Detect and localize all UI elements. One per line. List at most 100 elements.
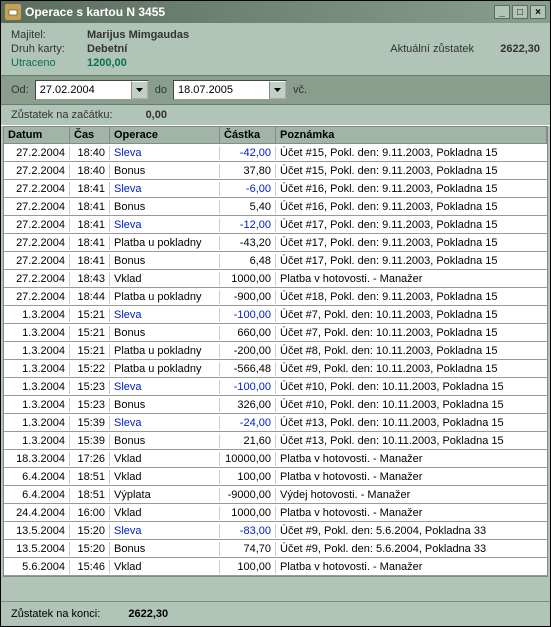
- to-label: do: [155, 84, 167, 96]
- cell-datum: 24.4.2004: [4, 506, 70, 520]
- cell-cas: 18:43: [70, 272, 110, 286]
- table-row[interactable]: 27.2.200418:41Bonus6,48Účet #17, Pokl. d…: [4, 252, 547, 270]
- cell-datum: 27.2.2004: [4, 254, 70, 268]
- start-balance-line: Zůstatek na začátku: 0,00: [1, 105, 550, 125]
- cell-poznamka: Účet #9, Pokl. den: 5.6.2004, Pokladna 3…: [276, 542, 547, 556]
- col-datum[interactable]: Datum: [4, 127, 70, 143]
- cell-datum: 5.6.2004: [4, 560, 70, 574]
- cell-poznamka: Účet #18, Pokl. den: 9.11.2003, Pokladna…: [276, 290, 547, 304]
- cell-poznamka: Účet #9, Pokl. den: 5.6.2004, Pokladna 3…: [276, 524, 547, 538]
- cell-poznamka: Účet #16, Pokl. den: 9.11.2003, Pokladna…: [276, 182, 547, 196]
- cell-operace: Platba u pokladny: [110, 362, 220, 376]
- table-row[interactable]: 27.2.200418:41Sleva-12,00Účet #17, Pokl.…: [4, 216, 547, 234]
- table-row[interactable]: 27.2.200418:40Bonus37,80Účet #15, Pokl. …: [4, 162, 547, 180]
- table-row[interactable]: 13.5.200415:20Bonus74,70Účet #9, Pokl. d…: [4, 540, 547, 558]
- owner-label: Majitel:: [11, 29, 87, 41]
- table-body[interactable]: 27.2.200418:40Sleva-42,00Účet #15, Pokl.…: [3, 143, 548, 577]
- spent-value: 1200,00: [87, 57, 127, 69]
- cell-datum: 27.2.2004: [4, 272, 70, 286]
- cell-datum: 27.2.2004: [4, 218, 70, 232]
- table-row[interactable]: 27.2.200418:40Sleva-42,00Účet #15, Pokl.…: [4, 144, 547, 162]
- cell-cas: 15:46: [70, 560, 110, 574]
- start-balance-value: 0,00: [146, 109, 167, 121]
- cell-castka: 6,48: [220, 254, 276, 268]
- titlebar[interactable]: Operace s kartou N 3455 _ □ ×: [1, 1, 550, 23]
- end-balance-line: Zůstatek na konci: 2622,30: [1, 601, 550, 626]
- cell-castka: 100,00: [220, 470, 276, 484]
- window-title: Operace s kartou N 3455: [25, 5, 494, 19]
- table-row[interactable]: 1.3.200415:23Sleva-100,00Účet #10, Pokl.…: [4, 378, 547, 396]
- cell-poznamka: Účet #15, Pokl. den: 9.11.2003, Pokladna…: [276, 146, 547, 160]
- maximize-button[interactable]: □: [512, 5, 528, 19]
- table-row[interactable]: 27.2.200418:44Platba u pokladny-900,00Úč…: [4, 288, 547, 306]
- col-poznamka[interactable]: Poznámka: [276, 127, 547, 143]
- cell-cas: 18:41: [70, 218, 110, 232]
- cell-operace: Sleva: [110, 416, 220, 430]
- table-row[interactable]: 6.4.200418:51Vklad100,00Platba v hotovos…: [4, 468, 547, 486]
- cell-poznamka: Účet #17, Pokl. den: 9.11.2003, Pokladna…: [276, 254, 547, 268]
- cell-operace: Bonus: [110, 326, 220, 340]
- cell-datum: 6.4.2004: [4, 488, 70, 502]
- table-row[interactable]: 18.3.200417:26Vklad10000,00Platba v hoto…: [4, 450, 547, 468]
- table-row[interactable]: 1.3.200415:39Sleva-24,00Účet #13, Pokl. …: [4, 414, 547, 432]
- cell-cas: 18:40: [70, 146, 110, 160]
- cell-cas: 18:51: [70, 488, 110, 502]
- cell-castka: -6,00: [220, 182, 276, 196]
- cell-castka: -12,00: [220, 218, 276, 232]
- cell-poznamka: Účet #7, Pokl. den: 10.11.2003, Pokladna…: [276, 326, 547, 340]
- cell-operace: Sleva: [110, 380, 220, 394]
- cell-operace: Sleva: [110, 146, 220, 160]
- cell-datum: 27.2.2004: [4, 146, 70, 160]
- cell-cas: 15:39: [70, 416, 110, 430]
- to-date-input[interactable]: [174, 81, 269, 99]
- table-row[interactable]: 1.3.200415:21Sleva-100,00Účet #7, Pokl. …: [4, 306, 547, 324]
- col-castka[interactable]: Částka: [220, 127, 276, 143]
- cell-poznamka: Účet #17, Pokl. den: 9.11.2003, Pokladna…: [276, 236, 547, 250]
- cell-operace: Sleva: [110, 218, 220, 232]
- table-row[interactable]: 5.6.200415:46Vklad100,00Platba v hotovos…: [4, 558, 547, 576]
- table-row[interactable]: 24.4.200416:00Vklad1000,00Platba v hotov…: [4, 504, 547, 522]
- close-button[interactable]: ×: [530, 5, 546, 19]
- cell-castka: 37,80: [220, 164, 276, 178]
- table-row[interactable]: 27.2.200418:41Platba u pokladny-43,20Úče…: [4, 234, 547, 252]
- cell-datum: 27.2.2004: [4, 236, 70, 250]
- table-row[interactable]: 1.3.200415:39Bonus21,60Účet #13, Pokl. d…: [4, 432, 547, 450]
- cell-cas: 15:23: [70, 398, 110, 412]
- cell-poznamka: Účet #17, Pokl. den: 9.11.2003, Pokladna…: [276, 218, 547, 232]
- cell-poznamka: Účet #13, Pokl. den: 10.11.2003, Pokladn…: [276, 416, 547, 430]
- col-operace[interactable]: Operace: [110, 127, 220, 143]
- cardtype-value: Debetní: [87, 43, 127, 55]
- cell-castka: -200,00: [220, 344, 276, 358]
- cell-datum: 18.3.2004: [4, 452, 70, 466]
- minimize-button[interactable]: _: [494, 5, 510, 19]
- table-row[interactable]: 1.3.200415:23Bonus326,00Účet #10, Pokl. …: [4, 396, 547, 414]
- table-row[interactable]: 13.5.200415:20Sleva-83,00Účet #9, Pokl. …: [4, 522, 547, 540]
- from-date-input[interactable]: [36, 81, 131, 99]
- cell-cas: 18:51: [70, 470, 110, 484]
- table-row[interactable]: 27.2.200418:43Vklad1000,00Platba v hotov…: [4, 270, 547, 288]
- cell-cas: 15:22: [70, 362, 110, 376]
- table-row[interactable]: 1.3.200415:21Bonus660,00Účet #7, Pokl. d…: [4, 324, 547, 342]
- cell-cas: 15:23: [70, 380, 110, 394]
- from-datebox: [35, 80, 149, 100]
- cell-operace: Vklad: [110, 470, 220, 484]
- cell-datum: 13.5.2004: [4, 542, 70, 556]
- table-row[interactable]: 1.3.200415:22Platba u pokladny-566,48Úče…: [4, 360, 547, 378]
- cell-poznamka: Platba v hotovosti. - Manažer: [276, 470, 547, 484]
- table-row[interactable]: 6.4.200418:51Výplata-9000,00Výdej hotovo…: [4, 486, 547, 504]
- table-row[interactable]: 1.3.200415:21Platba u pokladny-200,00Úče…: [4, 342, 547, 360]
- cell-operace: Bonus: [110, 164, 220, 178]
- cell-cas: 15:21: [70, 308, 110, 322]
- from-dropdown-button[interactable]: [131, 81, 148, 99]
- table-row[interactable]: 27.2.200418:41Sleva-6,00Účet #16, Pokl. …: [4, 180, 547, 198]
- cell-poznamka: Platba v hotovosti. - Manažer: [276, 506, 547, 520]
- cell-poznamka: Platba v hotovosti. - Manažer: [276, 452, 547, 466]
- cell-castka: 1000,00: [220, 506, 276, 520]
- to-dropdown-button[interactable]: [269, 81, 286, 99]
- cell-castka: 10000,00: [220, 452, 276, 466]
- cell-castka: -100,00: [220, 308, 276, 322]
- col-cas[interactable]: Čas: [70, 127, 110, 143]
- table-row[interactable]: 27.2.200418:41Bonus5,40Účet #16, Pokl. d…: [4, 198, 547, 216]
- cell-poznamka: Účet #15, Pokl. den: 9.11.2003, Pokladna…: [276, 164, 547, 178]
- cell-castka: 1000,00: [220, 272, 276, 286]
